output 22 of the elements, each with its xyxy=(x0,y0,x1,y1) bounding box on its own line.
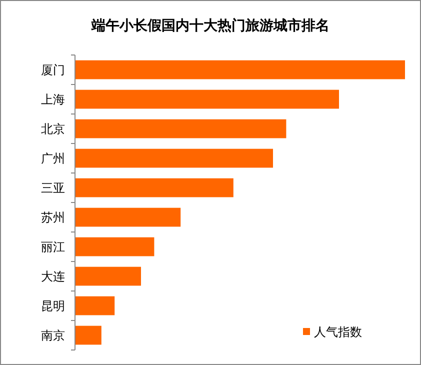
y-tick-label: 苏州 xyxy=(41,210,65,224)
y-tick-label: 上海 xyxy=(41,92,65,106)
y-tick-label: 南京 xyxy=(41,328,65,342)
y-tick-label: 大连 xyxy=(41,269,65,284)
bar xyxy=(75,266,141,286)
bar xyxy=(75,119,286,138)
bar xyxy=(75,296,115,316)
bar xyxy=(75,178,234,198)
y-tick-label: 昆明 xyxy=(41,298,65,313)
bar xyxy=(75,208,181,227)
y-tick-label: 北京 xyxy=(41,122,65,136)
bar xyxy=(75,237,154,256)
chart-title: 端午小长假国内十大热门旅游城市排名 xyxy=(90,17,330,34)
y-tick-label: 三亚 xyxy=(41,180,65,195)
bar xyxy=(75,90,339,109)
y-tick-label: 厦门 xyxy=(41,62,65,77)
y-tick-label: 丽江 xyxy=(41,240,65,254)
legend-label: 人气指数 xyxy=(314,325,362,340)
bar xyxy=(75,60,405,80)
bar xyxy=(75,326,102,345)
y-tick-label: 广州 xyxy=(41,151,65,166)
bar xyxy=(75,148,273,168)
